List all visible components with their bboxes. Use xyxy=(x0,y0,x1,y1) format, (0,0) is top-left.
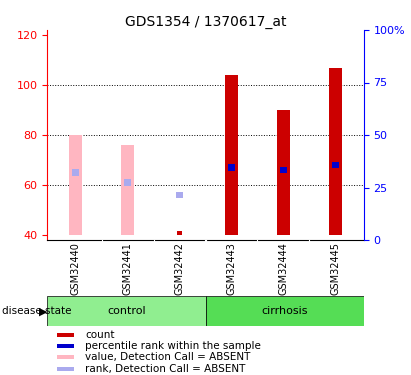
Text: GSM32445: GSM32445 xyxy=(330,242,340,295)
Text: GSM32443: GSM32443 xyxy=(226,242,236,295)
Bar xyxy=(225,75,238,235)
Bar xyxy=(57,333,74,337)
Text: disease state: disease state xyxy=(2,306,72,316)
Bar xyxy=(57,367,74,370)
Text: count: count xyxy=(85,330,115,340)
Bar xyxy=(69,135,82,235)
Text: rank, Detection Call = ABSENT: rank, Detection Call = ABSENT xyxy=(85,364,246,374)
Text: control: control xyxy=(107,306,145,316)
Bar xyxy=(277,110,290,235)
Bar xyxy=(121,145,134,235)
Text: ▶: ▶ xyxy=(39,306,48,316)
Bar xyxy=(206,296,364,326)
Bar xyxy=(57,344,74,348)
Bar xyxy=(177,231,182,235)
Text: GSM32440: GSM32440 xyxy=(71,242,81,295)
Text: GSM32442: GSM32442 xyxy=(175,242,185,295)
Bar xyxy=(176,192,183,198)
Bar xyxy=(329,68,342,235)
Text: GSM32444: GSM32444 xyxy=(278,242,289,295)
Bar xyxy=(47,296,206,326)
Text: value, Detection Call = ABSENT: value, Detection Call = ABSENT xyxy=(85,352,251,362)
Bar xyxy=(228,164,235,171)
Bar xyxy=(124,179,131,186)
Bar xyxy=(280,167,287,173)
Bar xyxy=(72,170,79,176)
Text: GSM32441: GSM32441 xyxy=(122,242,133,295)
Bar xyxy=(57,355,74,359)
Bar xyxy=(332,162,339,168)
Text: percentile rank within the sample: percentile rank within the sample xyxy=(85,341,261,351)
Text: cirrhosis: cirrhosis xyxy=(261,306,308,316)
Title: GDS1354 / 1370617_at: GDS1354 / 1370617_at xyxy=(125,15,286,29)
